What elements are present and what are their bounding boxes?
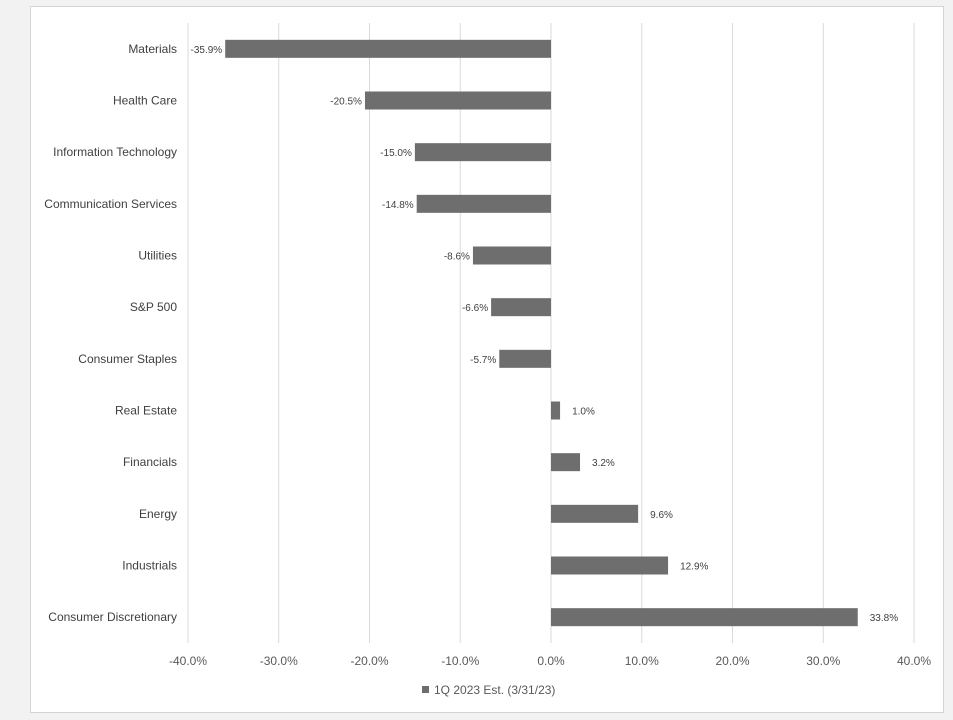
data-labels: -35.9% -20.5% -15.0% -14.8% -8.6% -6.6% -5.7% 1… [191, 45, 899, 624]
data-label-9: 9.6% [650, 510, 673, 521]
bar-8 [551, 453, 581, 472]
category-label-2: Information Technology [53, 145, 177, 159]
bar-6 [499, 349, 551, 368]
bar-10 [551, 556, 669, 575]
legend-label: 1Q 2023 Est. (3/31/23) [434, 683, 555, 697]
bar-2 [414, 143, 551, 162]
data-label-2: -15.0% [380, 148, 412, 159]
data-label-4: -8.6% [444, 252, 470, 263]
x-tick-label-2: -20.0% [350, 654, 388, 668]
category-label-10: Industrials [122, 559, 177, 573]
x-tick-label-5: 10.0% [625, 654, 659, 668]
grid-lines [187, 23, 915, 643]
data-label-7: 1.0% [572, 407, 595, 418]
data-label-5: -6.6% [462, 303, 488, 314]
data-label-10: 12.9% [680, 562, 708, 573]
x-tick-label-1: -30.0% [260, 654, 298, 668]
bar-5 [491, 298, 551, 317]
legend: 1Q 2023 Est. (3/31/23) [422, 683, 555, 697]
data-label-11: 33.8% [870, 613, 898, 624]
x-tick-label-0: -40.0% [169, 654, 207, 668]
category-label-0: Materials [128, 42, 177, 56]
legend-swatch [422, 686, 429, 693]
bars [225, 39, 858, 627]
category-label-9: Energy [139, 507, 177, 521]
category-label-7: Real Estate [115, 404, 177, 418]
category-labels: Materials Health Care Information Technolo… [44, 42, 177, 624]
bar-1 [364, 91, 551, 110]
x-tick-label-6: 20.0% [715, 654, 749, 668]
x-tick-label-3: -10.0% [441, 654, 479, 668]
chart-frame [30, 6, 944, 713]
category-label-5: S&P 500 [130, 300, 177, 314]
bar-11 [551, 608, 858, 627]
data-label-3: -14.8% [382, 200, 414, 211]
data-label-1: -20.5% [330, 97, 362, 108]
bar-7 [551, 401, 561, 420]
x-tick-label-4: 0.0% [537, 654, 565, 668]
category-label-8: Financials [123, 455, 177, 469]
bar-9 [551, 504, 639, 523]
data-label-6: -5.7% [470, 355, 496, 366]
bar-4 [472, 246, 551, 265]
category-label-4: Utilities [138, 249, 177, 263]
bar-3 [416, 194, 551, 213]
category-label-11: Consumer Discretionary [48, 610, 177, 624]
x-axis-tick-labels: -40.0% -30.0% -20.0% -10.0% 0.0% 10.0% 20.0% 30… [169, 654, 931, 668]
category-label-1: Health Care [113, 94, 177, 108]
category-label-6: Consumer Staples [78, 352, 177, 366]
data-label-8: 3.2% [592, 458, 615, 469]
x-tick-label-8: 40.0% [897, 654, 931, 668]
category-label-3: Communication Services [44, 197, 177, 211]
bar-0 [225, 39, 551, 58]
data-label-0: -35.9% [191, 45, 223, 56]
x-tick-label-7: 30.0% [806, 654, 840, 668]
